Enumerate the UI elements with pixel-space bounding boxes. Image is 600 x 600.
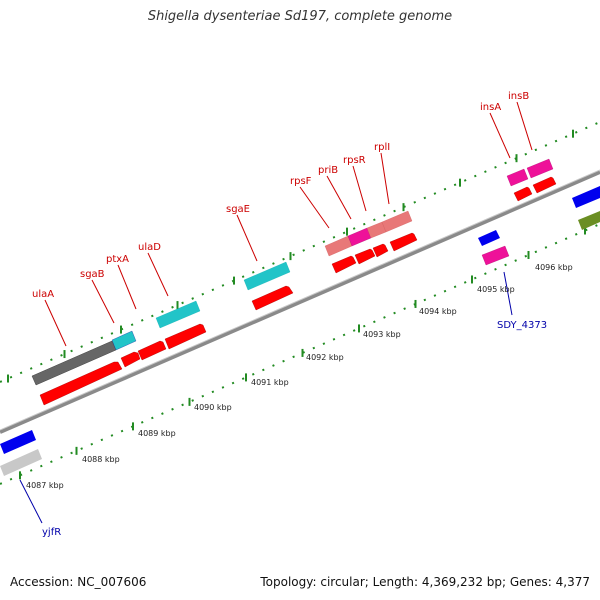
cds-ulaA-arrow[interactable]: [39, 361, 123, 406]
gene-right-olive-feature[interactable]: [578, 211, 600, 230]
gene-sgaE-feature[interactable]: [243, 261, 291, 291]
gene-insA-feature[interactable]: [506, 168, 529, 187]
kbp-label-4095: 4095 kbp: [477, 285, 515, 294]
gene-label-rpsR: rpsR: [343, 155, 366, 166]
cds-sgaB-arrow[interactable]: [120, 351, 141, 368]
kbp-label-4089: 4089 kbp: [138, 429, 176, 438]
gene-label-sgaB: sgaB: [80, 269, 105, 280]
gene-yjfR-arrow[interactable]: [0, 430, 36, 454]
gene-label-priB: priB: [318, 165, 338, 176]
gene-label-ulaA: ulaA: [32, 289, 54, 300]
gene-SDY_4373-feature[interactable]: [481, 245, 510, 266]
gene-right-blue-feature[interactable]: [572, 186, 600, 208]
gene-insB-feature[interactable]: [526, 158, 554, 179]
genome-summary-text: Topology: circular; Length: 4,369,232 bp…: [260, 575, 590, 589]
accession-text: Accession: NC_007606: [10, 575, 147, 589]
gene-SDY_4373-arrow[interactable]: [478, 230, 500, 246]
gene-label-rplI: rplI: [374, 142, 390, 153]
gene-ulaD-feature[interactable]: [155, 300, 201, 329]
gene-priB-feature[interactable]: [347, 227, 372, 247]
gene-rplI-feature[interactable]: [381, 210, 413, 233]
cds-ulaD-arrow[interactable]: [164, 323, 207, 350]
upper-scale-row: [0, 121, 600, 383]
kbp-label-4093: 4093 kbp: [363, 330, 401, 339]
gene-leader-lines: [44, 101, 533, 347]
kbp-label-4096: 4096 kbp: [535, 263, 573, 272]
cds-rpsF-arrow[interactable]: [331, 255, 357, 274]
gene-ulaA-feature[interactable]: [31, 340, 117, 386]
gene-yjfR-feature[interactable]: [0, 449, 42, 476]
cds-ptxA-arrow[interactable]: [137, 340, 167, 361]
kbp-label-4091: 4091 kbp: [251, 378, 289, 387]
kbp-label-4090: 4090 kbp: [194, 403, 232, 412]
gene-label-ptxA: ptxA: [106, 254, 129, 265]
genome-backbone: [0, 170, 600, 434]
cds-rplI-arrow[interactable]: [389, 232, 418, 252]
map-title: Shigella dysenteriae Sd197, complete gen…: [147, 9, 453, 24]
lower-kbp-ticks: [19, 226, 586, 480]
kbp-label-4087: 4087 kbp: [26, 481, 64, 490]
gene-label-yjfR: yjfR: [42, 527, 61, 538]
cds-sgaE-arrow[interactable]: [251, 285, 294, 311]
cds-insA-arrow[interactable]: [513, 186, 533, 202]
reverse-strand-features: [0, 230, 510, 476]
kbp-label-4094: 4094 kbp: [419, 307, 457, 316]
gene-sgaB-feature[interactable]: [111, 330, 137, 351]
cds-rpsR-arrow[interactable]: [372, 243, 389, 258]
upper-kbp-ticks: [7, 129, 574, 383]
gene-label-sgaE: sgaE: [226, 204, 250, 215]
kbp-label-4092: 4092 kbp: [306, 353, 344, 362]
cds-priB-arrow[interactable]: [354, 248, 376, 265]
gene-label-insB: insB: [508, 91, 529, 102]
kbp-label-4088: 4088 kbp: [82, 455, 120, 464]
gene-label-insA: insA: [480, 102, 501, 113]
gene-rpsF-feature[interactable]: [324, 235, 353, 257]
gene-label-SDY_4373: SDY_4373: [497, 320, 547, 331]
cds-insB-arrow[interactable]: [532, 176, 557, 194]
gene-label-rpsF: rpsF: [290, 176, 312, 187]
forward-strand-features: [31, 158, 600, 406]
gene-label-ulaD: ulaD: [138, 242, 161, 253]
